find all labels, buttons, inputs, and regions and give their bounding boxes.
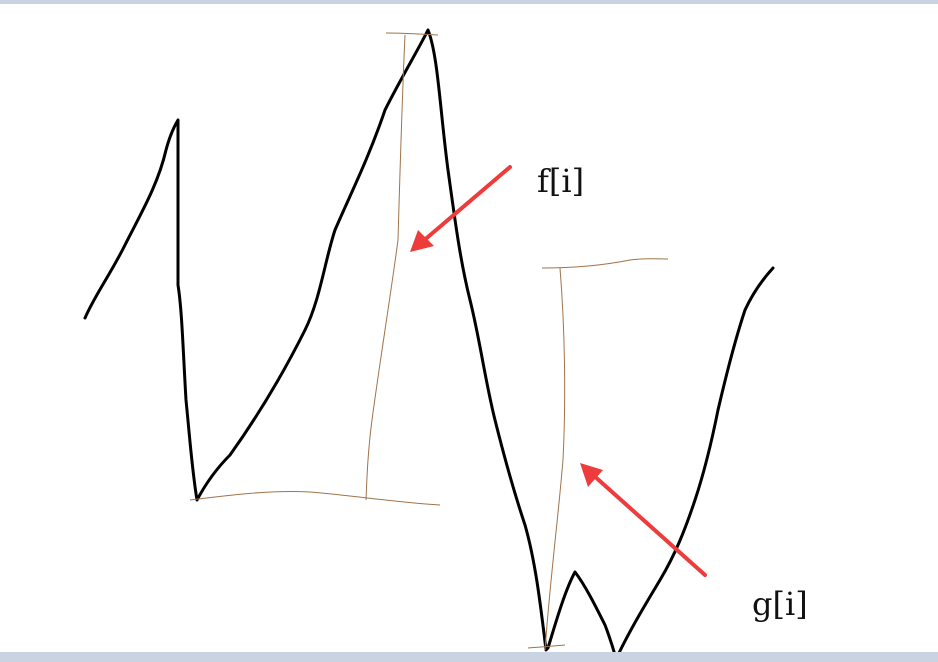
window-bottom-edge	[0, 652, 938, 662]
f-top-tick	[385, 32, 439, 36]
window-top-edge	[0, 0, 938, 4]
g-label: g[i]	[752, 585, 808, 623]
f-bottom-tick	[189, 491, 441, 506]
g-arrow-shaft	[590, 472, 707, 577]
f-arrow-shaft	[420, 165, 512, 244]
f-measure-line	[365, 34, 406, 501]
g-arrow-head	[580, 463, 603, 487]
f-label: f[i]	[537, 162, 585, 200]
zigzag-curve	[83, 28, 775, 657]
g-top-tick	[541, 258, 669, 269]
g-bottom-tick	[527, 644, 566, 649]
f-arrow-head	[410, 230, 434, 252]
g-measure-line	[544, 267, 566, 651]
